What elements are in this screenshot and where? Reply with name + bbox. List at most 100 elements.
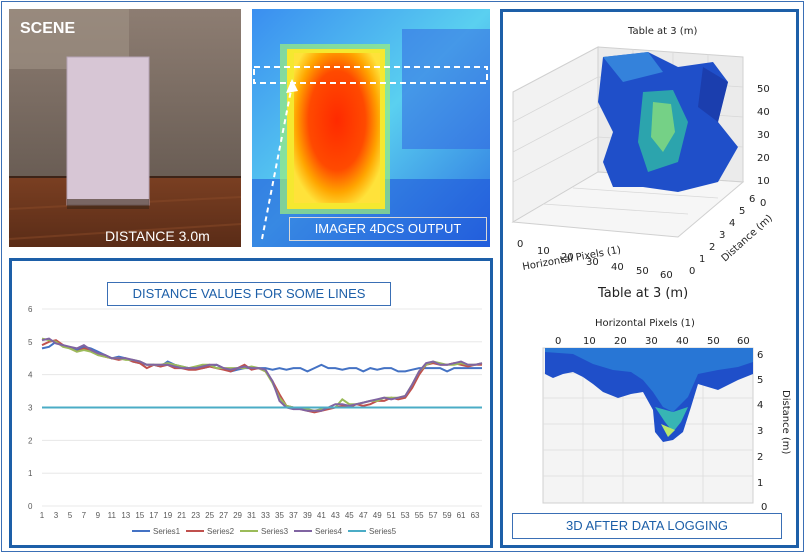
y-tick-label: 2 (28, 436, 33, 445)
x-tick-label: 41 (317, 511, 326, 520)
x-tick-label: 53 (401, 511, 410, 520)
y-tick: 2 (709, 242, 715, 253)
x-tick-label: 57 (429, 511, 438, 520)
x-tick-label: 61 (457, 511, 466, 520)
x-tick-label: 37 (289, 511, 298, 520)
y-tick-label: 1 (28, 469, 33, 478)
plot3d-bottom (542, 347, 754, 504)
x-tick-label: 63 (471, 511, 480, 520)
imager-heatmap (252, 9, 490, 247)
series-line-series4 (41, 337, 483, 412)
y-tick-label: 5 (28, 338, 33, 347)
y-tick: 3 (719, 230, 725, 241)
x-tick: 50 (636, 266, 649, 277)
z-tick: 1 (757, 478, 763, 489)
z-tick: 30 (757, 130, 770, 141)
x-tick-label: 3 (54, 511, 59, 520)
x-tick: 0 (555, 336, 561, 347)
x-tick-label: 45 (345, 511, 354, 520)
scene-photo (9, 9, 241, 247)
plot3d-top-z-ticks: 50 40 30 20 10 0 (757, 84, 770, 209)
x-tick: 10 (583, 336, 596, 347)
legend-label: Series4 (315, 527, 343, 536)
x-tick-label: 29 (233, 511, 242, 520)
x-tick-label: 25 (205, 511, 214, 520)
x-tick-label: 43 (331, 511, 340, 520)
x-tick: 30 (586, 257, 599, 268)
z-tick: 40 (757, 107, 770, 118)
x-tick-label: 47 (359, 511, 368, 520)
plot3d-bottom-title: Table at 3 (m) (597, 286, 688, 301)
z-tick: 5 (757, 375, 763, 386)
plot3d-top-title: Table at 3 (m) (627, 26, 697, 37)
plot3d-panel: Table at 3 (m) 50 40 30 20 10 0 0 10 20 … (500, 9, 799, 548)
plot3d-bottom-z-ticks: 6 5 4 3 2 1 0 (757, 350, 767, 513)
legend-label: Series2 (207, 527, 235, 536)
x-tick-label: 59 (443, 511, 452, 520)
z-tick: 50 (757, 84, 770, 95)
z-tick: 20 (757, 153, 770, 164)
z-tick: 6 (757, 350, 763, 361)
z-tick: 10 (757, 176, 770, 187)
line-chart-panel: 0 1 2 3 4 5 6 1 3 5 7 9 11 13 15 17 19 21 23 25 27 29 31 33 35 37… (9, 258, 493, 548)
plot3d-top (511, 46, 745, 238)
x-tick-label: 39 (303, 511, 312, 520)
z-tick: 2 (757, 452, 763, 463)
z-tick: 3 (757, 426, 763, 437)
x-tick-label: 27 (219, 511, 228, 520)
plot3d-bottom-x-ticks: 0 10 20 30 40 50 60 (555, 336, 750, 347)
distance-label: DISTANCE 3.0m (105, 228, 210, 244)
x-tick-label: 13 (121, 511, 130, 520)
plot3d-top-y-ticks: 0 1 2 3 4 5 6 (689, 194, 755, 277)
x-tick-label: 23 (191, 511, 200, 520)
x-tick-label: 21 (177, 511, 186, 520)
y-tick-label: 4 (28, 371, 33, 380)
x-tick: 10 (537, 246, 550, 257)
x-tick-label: 33 (261, 511, 270, 520)
x-tick-label: 9 (96, 511, 101, 520)
y-tick-label: 0 (28, 502, 33, 511)
caption-3d: 3D AFTER DATA LOGGING (512, 513, 782, 539)
x-tick: 30 (645, 336, 658, 347)
legend-label: Series3 (261, 527, 289, 536)
x-tick-label: 51 (387, 511, 396, 520)
x-tick-label: 7 (82, 511, 87, 520)
x-tick: 50 (707, 336, 720, 347)
x-tick: 60 (660, 270, 673, 281)
plot3d-bottom-z-label: Distance (m) (780, 390, 791, 455)
y-tick: 5 (739, 206, 745, 217)
legend-label: Series5 (369, 527, 397, 536)
x-tick-label: 55 (415, 511, 424, 520)
x-tick-label: 11 (108, 511, 117, 520)
imager-label: IMAGER 4DCS OUTPUT (289, 217, 487, 241)
chart-title: DISTANCE VALUES FOR SOME LINES (107, 282, 391, 306)
plot3d-top-y-label: Distance (m) (720, 213, 775, 264)
x-tick: 20 (614, 336, 627, 347)
plot3d-bottom-x-label: Horizontal Pixels (1) (595, 318, 695, 329)
z-tick: 0 (760, 198, 766, 209)
z-tick: 0 (761, 502, 767, 513)
z-tick: 4 (757, 400, 763, 411)
x-tick: 60 (737, 336, 750, 347)
y-tick-label: 6 (28, 305, 33, 314)
x-tick-label: 49 (373, 511, 382, 520)
x-tick: 40 (676, 336, 689, 347)
x-tick: 40 (611, 262, 624, 273)
plot3d-top-x-ticks: 0 10 20 30 40 50 60 (517, 239, 673, 281)
x-tick-label: 5 (68, 511, 73, 520)
x-tick: 20 (561, 252, 574, 263)
x-tick-label: 17 (149, 511, 158, 520)
y-tick: 6 (749, 194, 755, 205)
x-tick-label: 35 (275, 511, 284, 520)
scene-label: SCENE (20, 20, 76, 37)
x-tick: 0 (517, 239, 523, 250)
x-tick-label: 15 (135, 511, 144, 520)
x-tick-label: 1 (40, 511, 45, 520)
x-tick-label: 31 (247, 511, 256, 520)
y-tick: 4 (729, 218, 735, 229)
legend-label: Series1 (153, 527, 181, 536)
y-tick: 1 (699, 254, 705, 265)
y-tick: 0 (689, 266, 695, 277)
